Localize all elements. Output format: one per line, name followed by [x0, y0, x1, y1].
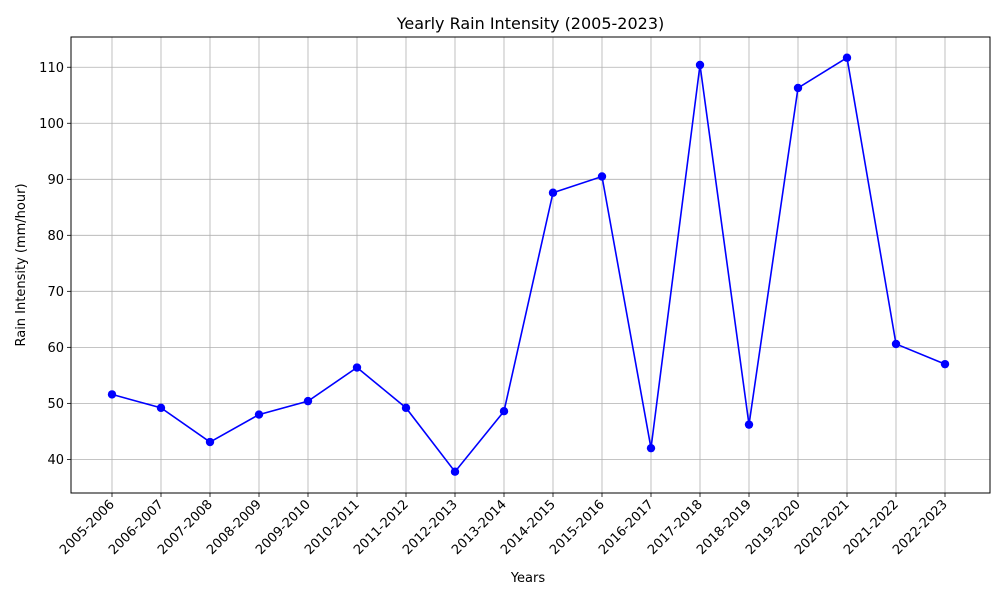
data-point: [695, 60, 705, 70]
data-point: [401, 403, 411, 413]
data-point: [254, 410, 264, 419]
y-tick-label: 80: [47, 229, 64, 244]
y-tick-label: 70: [47, 285, 64, 300]
data-point: [793, 83, 803, 93]
y-tick-label: 110: [39, 61, 64, 76]
data-point: [940, 359, 950, 369]
data-point: [352, 363, 362, 372]
data-point: [646, 443, 656, 453]
data-point: [891, 339, 901, 349]
data-point: [450, 467, 460, 476]
data-point: [499, 407, 509, 416]
data-point: [156, 403, 166, 413]
y-axis-label: Rain Intensity (mm/hour): [14, 183, 29, 346]
plot-area-frame: [70, 36, 991, 494]
y-tick-label: 100: [39, 117, 64, 132]
chart-title: Yearly Rain Intensity (2005-2023): [396, 14, 665, 33]
data-point: [303, 396, 313, 406]
series-line: [111, 56, 946, 474]
y-tick-label: 40: [47, 453, 64, 468]
y-tick-label: 60: [47, 341, 64, 356]
data-point: [107, 390, 117, 399]
data-point: [842, 53, 852, 62]
y-tick-label: 50: [47, 397, 64, 412]
x-axis-label: Years: [510, 571, 546, 586]
data-point: [597, 172, 607, 181]
y-tick-label: 90: [47, 173, 64, 188]
data-point: [205, 437, 215, 447]
data-point: [548, 188, 558, 197]
data-point: [744, 420, 754, 429]
series-layer: [107, 53, 950, 476]
